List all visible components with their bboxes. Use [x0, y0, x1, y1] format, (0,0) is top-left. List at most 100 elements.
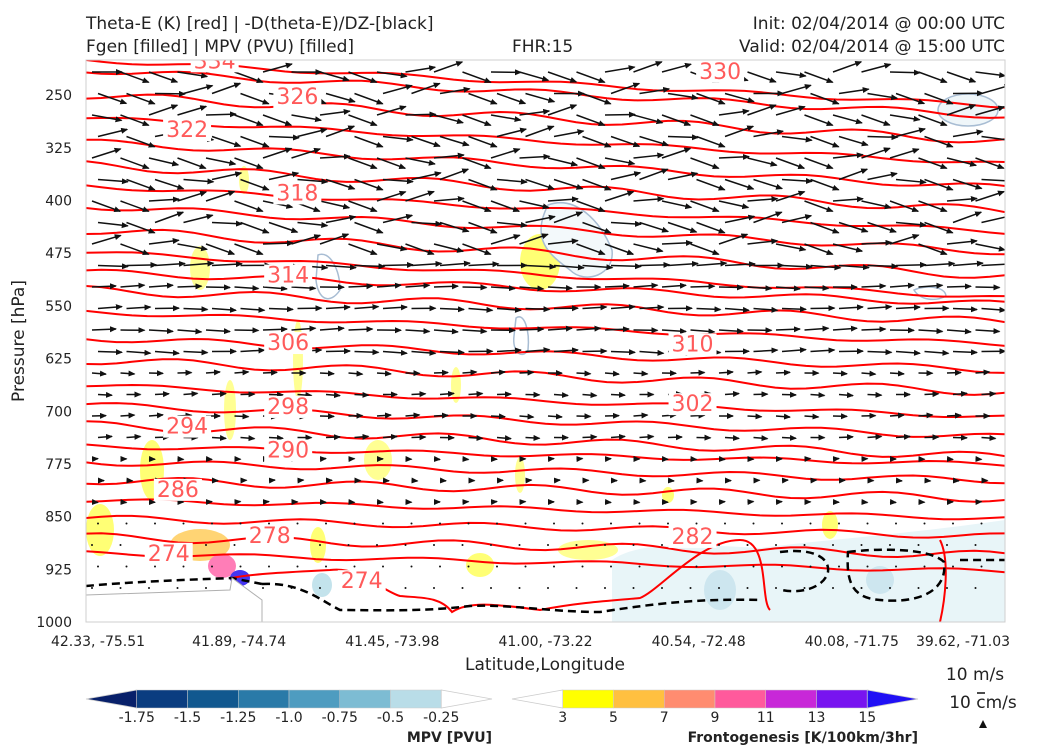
wind-vector	[126, 304, 152, 311]
wind-vector	[661, 328, 687, 335]
wind-vector	[354, 178, 384, 191]
wind-vector	[91, 147, 122, 159]
wind-vector	[182, 565, 185, 568]
wind-vector	[154, 565, 156, 568]
wind-vector	[296, 565, 299, 568]
theta-e-label: 318	[276, 181, 318, 206]
x-tick-label: 40.54, -72.48	[652, 634, 746, 650]
theta-e-label: 306	[267, 331, 309, 356]
wind-vector	[439, 221, 470, 233]
wind-vector	[810, 347, 836, 354]
wind-vector	[980, 565, 983, 568]
wind-vector	[661, 544, 663, 546]
wind-vector	[183, 349, 209, 356]
wind-vector	[177, 105, 208, 116]
wind-vector	[433, 544, 435, 546]
y-tick-label: 925	[45, 562, 72, 578]
wind-vector	[610, 82, 641, 95]
wind-vector	[781, 347, 807, 354]
wind-vector	[724, 125, 755, 138]
wind-vector	[753, 306, 779, 313]
wind-vector	[781, 565, 783, 568]
wind-vector	[433, 114, 464, 125]
wind-vector	[148, 282, 174, 289]
wind-vector	[467, 522, 470, 525]
theta-e-line	[86, 460, 1005, 485]
wind-vector	[468, 135, 498, 148]
wind-vector	[97, 522, 99, 525]
fgen-blob	[515, 457, 525, 493]
wind-vector	[467, 565, 470, 568]
wind-vector	[97, 391, 113, 398]
wind-vector	[120, 412, 136, 419]
theta-e-label: 330	[699, 60, 741, 85]
wind-vector	[126, 261, 158, 268]
title-line-1: Theta-E (K) [red] | -D(theta-E)/DZ-[blac…	[86, 14, 434, 34]
wind-vector	[924, 349, 950, 356]
wind-vector	[838, 135, 869, 147]
x-axis-ticks: 42.33, -75.51 41.89, -74.74 41.45, -73.98 4…	[51, 634, 1010, 650]
wind-vector	[547, 325, 573, 332]
wind-vector	[724, 390, 740, 397]
wind-vector	[975, 71, 1005, 79]
wind-vector	[810, 392, 826, 399]
wind-vector	[354, 433, 370, 440]
wind-vector	[382, 304, 408, 311]
wind-vector	[718, 108, 750, 116]
mpv-blob	[866, 566, 894, 594]
colorbar-tick-label: 9	[711, 710, 720, 726]
wind-vector	[433, 61, 464, 73]
wind-vector	[547, 285, 573, 292]
wind-vector	[354, 135, 384, 148]
wind-vector	[718, 587, 720, 589]
wind-vector	[918, 157, 948, 170]
wind-vector	[946, 195, 978, 202]
wind-vector	[639, 304, 665, 311]
wind-vector	[724, 92, 755, 103]
wind-vector	[610, 391, 626, 398]
wind-vector	[633, 114, 664, 125]
wind-vector	[553, 565, 555, 568]
wind-vector	[405, 282, 431, 289]
wind-vector	[867, 433, 883, 440]
theta-e-label: 294	[166, 415, 208, 440]
wind-vector	[924, 221, 954, 234]
wind-vector	[353, 565, 356, 568]
wind-vector	[518, 587, 521, 589]
wind-vector	[125, 565, 128, 568]
wind-vector	[633, 243, 664, 253]
wind-vector	[319, 71, 350, 82]
wind-vector	[211, 522, 213, 525]
wind-vector	[724, 306, 750, 313]
wind-vector	[781, 306, 807, 313]
wind-vector	[946, 104, 977, 116]
wind-vector	[610, 304, 636, 311]
wind-vector	[325, 392, 341, 399]
wind-vector	[718, 328, 744, 335]
wind-vector	[832, 587, 834, 589]
wind-vector	[633, 196, 665, 203]
wind-vector	[775, 243, 807, 252]
wind-vector	[240, 135, 270, 148]
wind-vector	[519, 285, 545, 292]
wind-vector	[832, 370, 848, 377]
wind-vector	[148, 104, 179, 116]
wind-vector	[832, 325, 858, 332]
theta-e-label-bg	[163, 415, 212, 438]
wind-vector	[519, 108, 551, 116]
wind-vector	[661, 282, 687, 289]
wind-vector	[632, 544, 635, 546]
wind-vector	[547, 544, 549, 546]
wind-vector	[861, 283, 887, 290]
theta-e-line	[86, 228, 1005, 279]
wind-vector	[154, 178, 185, 190]
wind-vector	[183, 213, 214, 224]
wind-vector	[582, 264, 614, 271]
wind-vector	[439, 390, 455, 397]
wind-vector	[718, 233, 749, 245]
wind-vector	[439, 565, 441, 568]
wind-vector	[439, 86, 471, 95]
wind-vector	[433, 283, 459, 290]
wind-vector	[895, 178, 927, 185]
wind-vector	[405, 190, 435, 202]
